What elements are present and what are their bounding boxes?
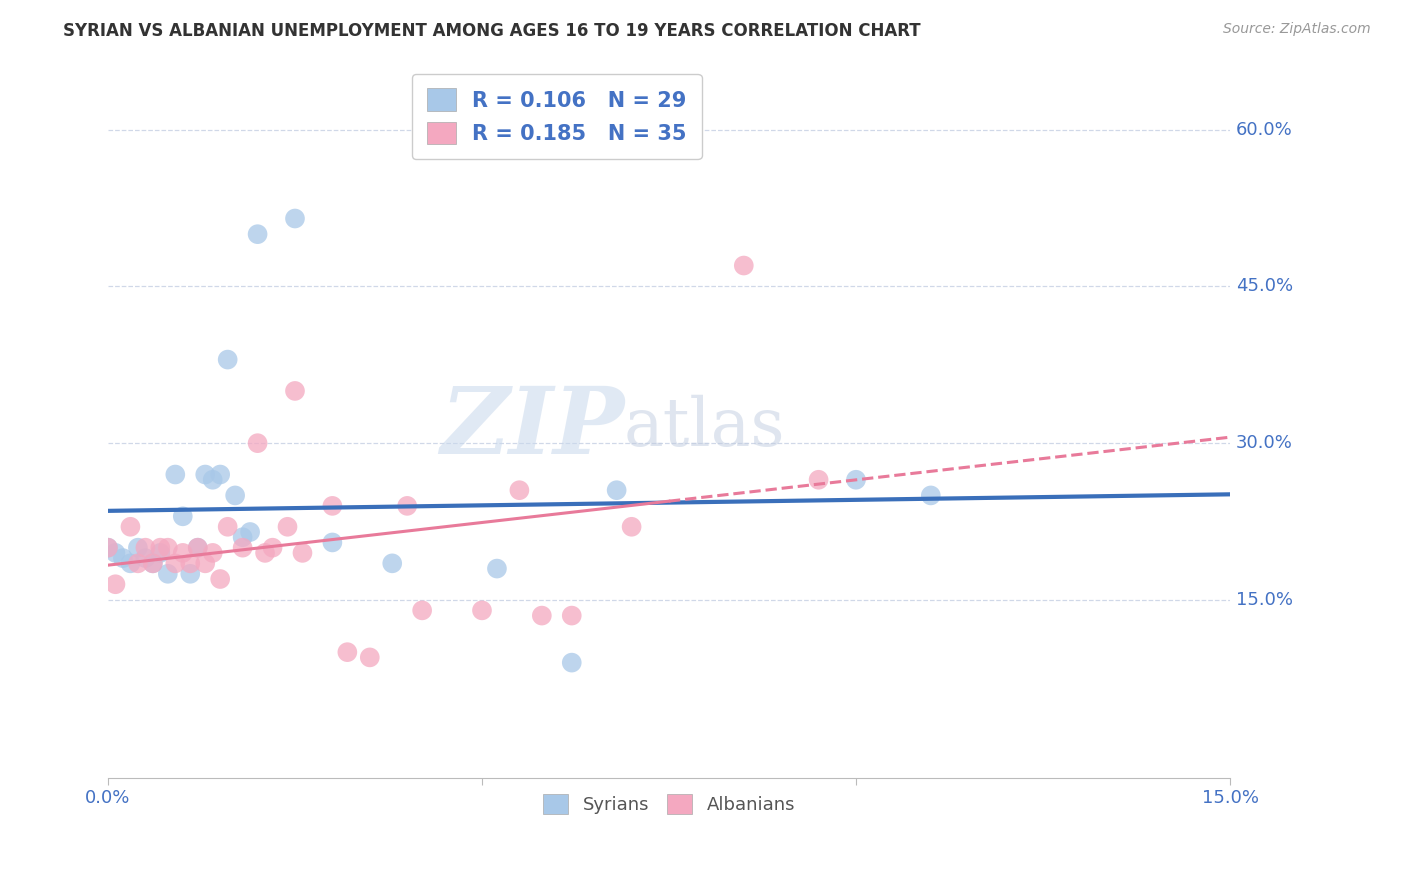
- Legend: Syrians, Albanians: Syrians, Albanians: [531, 783, 806, 824]
- Point: [471, 603, 494, 617]
- Point: [179, 566, 201, 581]
- Text: 15.0%: 15.0%: [1236, 591, 1292, 609]
- Point: [284, 384, 307, 398]
- Point: [201, 473, 224, 487]
- Point: [291, 546, 314, 560]
- Point: [194, 557, 217, 571]
- Point: [276, 520, 298, 534]
- Point: [411, 603, 433, 617]
- Point: [104, 577, 127, 591]
- Point: [217, 352, 239, 367]
- Point: [807, 473, 830, 487]
- Point: [321, 499, 343, 513]
- Point: [224, 488, 246, 502]
- Point: [336, 645, 359, 659]
- Point: [485, 561, 508, 575]
- Point: [201, 546, 224, 560]
- Point: [254, 546, 277, 560]
- Point: [97, 541, 120, 555]
- Point: [239, 524, 262, 539]
- Point: [920, 488, 942, 502]
- Point: [142, 557, 165, 571]
- Point: [149, 541, 172, 555]
- Point: [134, 551, 156, 566]
- Point: [165, 557, 187, 571]
- Point: [262, 541, 284, 555]
- Point: [620, 520, 643, 534]
- Point: [530, 608, 553, 623]
- Point: [172, 509, 194, 524]
- Point: [194, 467, 217, 482]
- Point: [246, 436, 269, 450]
- Point: [232, 530, 254, 544]
- Text: Source: ZipAtlas.com: Source: ZipAtlas.com: [1223, 22, 1371, 37]
- Point: [246, 227, 269, 242]
- Point: [120, 520, 142, 534]
- Point: [606, 483, 628, 498]
- Point: [187, 541, 209, 555]
- Point: [165, 467, 187, 482]
- Point: [209, 572, 232, 586]
- Point: [187, 541, 209, 555]
- Point: [97, 541, 120, 555]
- Point: [156, 541, 179, 555]
- Point: [561, 656, 583, 670]
- Point: [508, 483, 530, 498]
- Text: 30.0%: 30.0%: [1236, 434, 1292, 452]
- Point: [733, 259, 755, 273]
- Point: [359, 650, 381, 665]
- Point: [134, 541, 156, 555]
- Point: [561, 608, 583, 623]
- Point: [209, 467, 232, 482]
- Point: [127, 557, 149, 571]
- Point: [179, 557, 201, 571]
- Point: [104, 546, 127, 560]
- Text: atlas: atlas: [624, 395, 786, 460]
- Point: [127, 541, 149, 555]
- Text: ZIP: ZIP: [440, 383, 624, 473]
- Point: [845, 473, 868, 487]
- Text: 45.0%: 45.0%: [1236, 277, 1292, 295]
- Point: [156, 566, 179, 581]
- Point: [232, 541, 254, 555]
- Point: [149, 546, 172, 560]
- Point: [120, 557, 142, 571]
- Text: SYRIAN VS ALBANIAN UNEMPLOYMENT AMONG AGES 16 TO 19 YEARS CORRELATION CHART: SYRIAN VS ALBANIAN UNEMPLOYMENT AMONG AG…: [63, 22, 921, 40]
- Point: [142, 557, 165, 571]
- Point: [321, 535, 343, 549]
- Text: 60.0%: 60.0%: [1236, 120, 1292, 138]
- Point: [284, 211, 307, 226]
- Point: [172, 546, 194, 560]
- Point: [396, 499, 419, 513]
- Point: [111, 551, 134, 566]
- Point: [381, 557, 404, 571]
- Point: [217, 520, 239, 534]
